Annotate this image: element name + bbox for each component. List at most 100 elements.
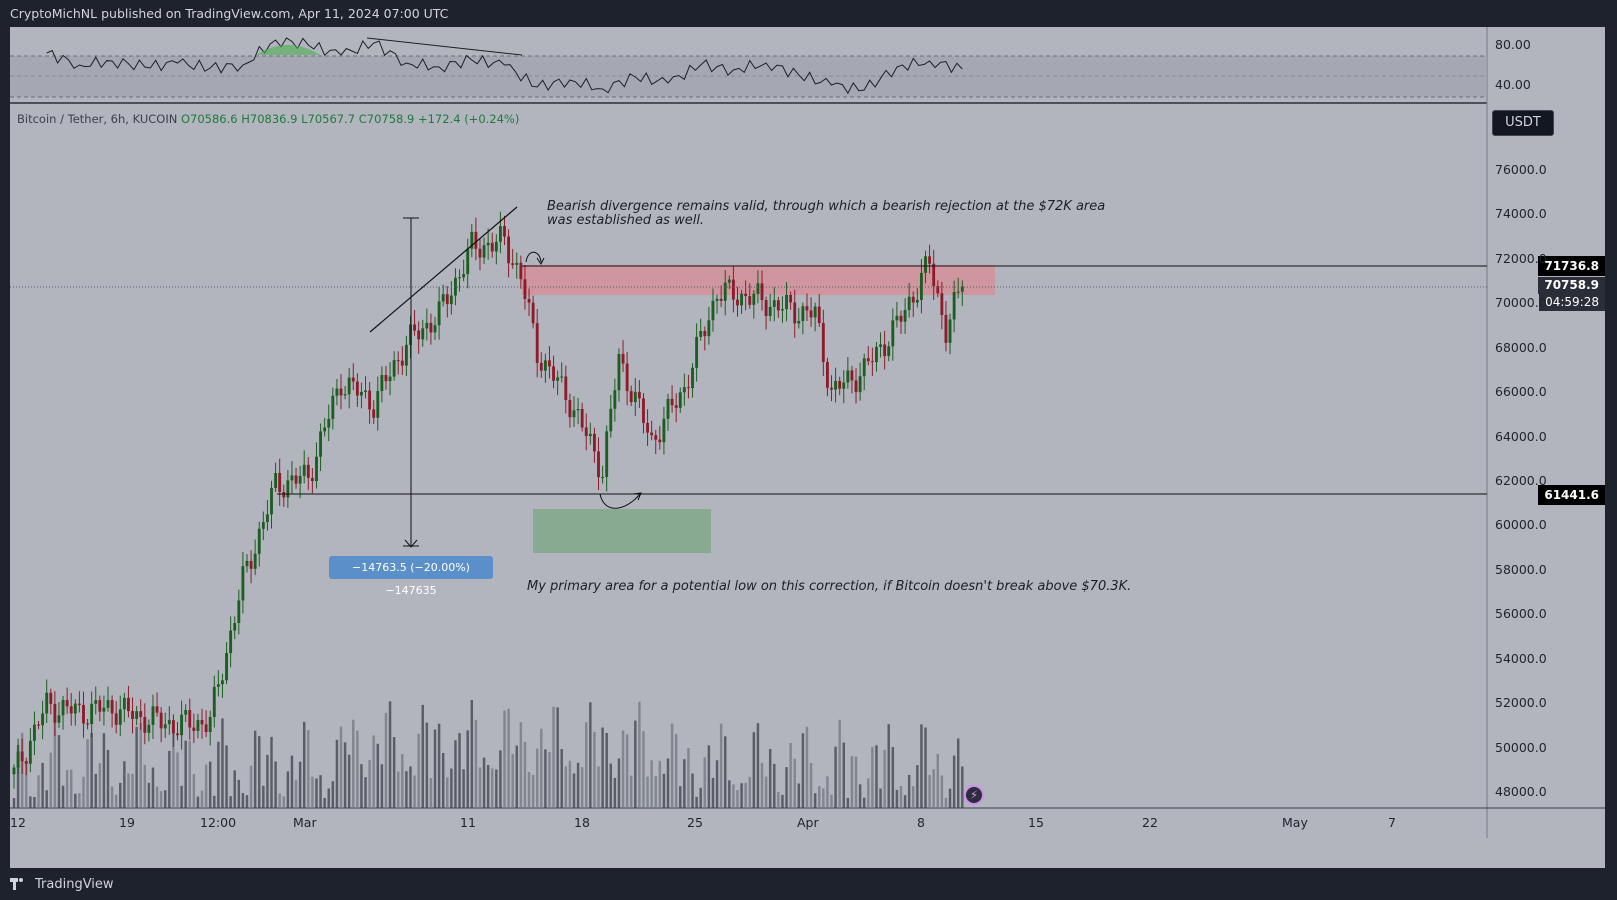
candle-body[interactable] <box>678 392 682 408</box>
candle-body[interactable] <box>539 362 543 371</box>
lightning-icon[interactable]: ⚡ <box>964 785 984 805</box>
candle-body[interactable] <box>519 262 523 280</box>
candle-body[interactable] <box>368 390 372 410</box>
candle-body[interactable] <box>781 309 784 311</box>
candle-body[interactable] <box>715 298 719 301</box>
candle-body[interactable] <box>899 315 903 322</box>
candle-body[interactable] <box>278 472 282 492</box>
candle-body[interactable] <box>261 522 265 529</box>
candle-body[interactable] <box>478 248 482 258</box>
candle-body[interactable] <box>535 323 539 363</box>
candle-body[interactable] <box>98 700 102 712</box>
candle-body[interactable] <box>106 700 110 708</box>
candle-body[interactable] <box>572 410 576 418</box>
candle-body[interactable] <box>944 314 948 343</box>
candle-body[interactable] <box>907 296 911 311</box>
candle-body[interactable] <box>82 704 85 724</box>
candle-body[interactable] <box>891 320 895 347</box>
candle-body[interactable] <box>49 692 53 704</box>
candle-body[interactable] <box>621 354 625 364</box>
candle-body[interactable] <box>556 377 560 381</box>
candle-body[interactable] <box>760 283 764 301</box>
candle-body[interactable] <box>592 433 596 452</box>
candle-body[interactable] <box>343 394 347 396</box>
candle-body[interactable] <box>286 480 290 498</box>
candle-body[interactable] <box>184 710 188 715</box>
candle-body[interactable] <box>53 703 57 723</box>
candle-body[interactable] <box>265 514 269 523</box>
candle-body[interactable] <box>924 256 927 273</box>
candle-body[interactable] <box>196 719 200 731</box>
candle-body[interactable] <box>838 380 842 389</box>
candle-body[interactable] <box>650 432 654 436</box>
candle-body[interactable] <box>895 315 899 321</box>
candle-body[interactable] <box>756 283 760 294</box>
candle-body[interactable] <box>384 375 388 382</box>
candle-body[interactable] <box>511 263 515 265</box>
tradingview-logo[interactable]: TradingView <box>10 875 114 893</box>
candle-body[interactable] <box>441 294 445 302</box>
candle-body[interactable] <box>797 320 801 324</box>
candle-body[interactable] <box>155 706 159 713</box>
candle-body[interactable] <box>764 300 768 317</box>
candle-body[interactable] <box>294 475 298 484</box>
candle-body[interactable] <box>204 724 208 732</box>
candle-body[interactable] <box>454 277 457 296</box>
candle-body[interactable] <box>437 301 441 326</box>
candle-body[interactable] <box>866 358 870 362</box>
candle-body[interactable] <box>364 390 367 393</box>
candle-body[interactable] <box>159 712 163 729</box>
primary-area-note[interactable]: My primary area for a potential low on t… <box>527 579 1132 594</box>
rsi-line[interactable] <box>46 37 963 95</box>
candle-body[interactable] <box>474 231 478 249</box>
candle-body[interactable] <box>392 360 396 377</box>
candle-body[interactable] <box>221 680 224 685</box>
candle-body[interactable] <box>449 295 453 305</box>
candle-body[interactable] <box>351 377 355 382</box>
candle-body[interactable] <box>400 360 404 366</box>
candle-body[interactable] <box>523 279 527 300</box>
candle-body[interactable] <box>731 279 735 300</box>
candle-body[interactable] <box>319 431 322 457</box>
candle-body[interactable] <box>139 711 143 718</box>
candle-body[interactable] <box>73 703 77 714</box>
candle-body[interactable] <box>601 476 605 478</box>
candle-body[interactable] <box>33 724 36 741</box>
candle-body[interactable] <box>813 306 817 318</box>
candle-body[interactable] <box>552 366 555 381</box>
candle-body[interactable] <box>16 751 20 768</box>
candle-body[interactable] <box>482 245 486 258</box>
candle-body[interactable] <box>821 323 825 362</box>
candle-body[interactable] <box>323 427 327 432</box>
candle-body[interactable] <box>625 363 629 392</box>
candle-body[interactable] <box>147 724 151 733</box>
candle-body[interactable] <box>380 375 384 391</box>
candle-body[interactable] <box>658 439 662 443</box>
candle-body[interactable] <box>151 706 155 725</box>
candle-body[interactable] <box>960 286 964 292</box>
candle-body[interactable] <box>825 361 829 388</box>
candle-body[interactable] <box>637 391 641 399</box>
candle-body[interactable] <box>94 700 98 704</box>
candle-body[interactable] <box>486 242 490 246</box>
candle-body[interactable] <box>740 293 744 306</box>
candle-body[interactable] <box>37 724 40 726</box>
candle-body[interactable] <box>507 236 511 264</box>
candle-body[interactable] <box>711 300 715 321</box>
candle-body[interactable] <box>862 358 866 377</box>
candle-body[interactable] <box>470 231 474 249</box>
candle-body[interactable] <box>20 751 24 762</box>
candle-body[interactable] <box>417 330 421 340</box>
rsi-divergence-line[interactable] <box>366 37 523 56</box>
candle-body[interactable] <box>834 380 838 390</box>
candle-body[interactable] <box>335 388 339 396</box>
candle-body[interactable] <box>858 376 862 393</box>
candle-body[interactable] <box>290 475 294 481</box>
candle-body[interactable] <box>245 560 249 567</box>
candle-body[interactable] <box>503 226 506 237</box>
candle-body[interactable] <box>494 241 498 252</box>
candle-body[interactable] <box>180 714 184 736</box>
candle-body[interactable] <box>274 472 278 488</box>
candle-body[interactable] <box>928 256 932 264</box>
